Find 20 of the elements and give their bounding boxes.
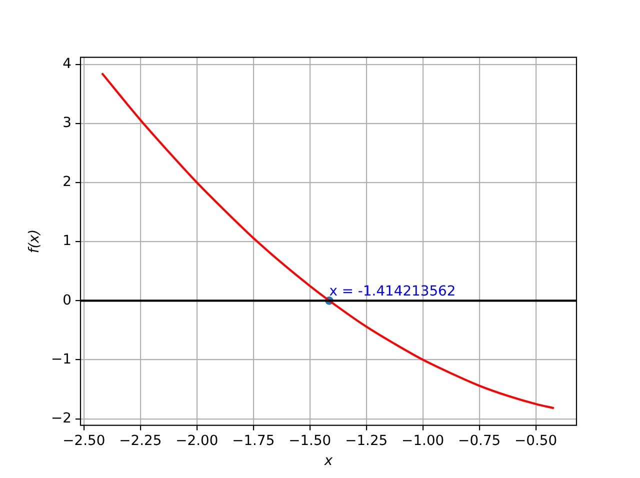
y-tick-label: 0 [62,292,72,308]
y-tick-label: −2 [51,410,72,426]
x-tick-label: −0.50 [514,433,558,450]
x-tick-label: −1.50 [288,433,332,450]
y-tick-label: 1 [62,233,72,250]
x-tick-label: −1.00 [402,433,444,450]
y-tick-label: 2 [62,174,72,190]
x-tick-label: −2.00 [176,433,218,450]
y-tick-label: −1 [51,351,72,368]
x-tick-label: −1.75 [232,433,275,450]
x-tick-label: −2.25 [119,433,162,450]
x-axis-title: x [323,452,334,469]
y-tick-label: 4 [62,56,72,72]
y-axis-title: f(x) [26,229,43,254]
x-tick-label: −2.50 [62,433,106,450]
line-series [100,72,555,410]
annotation: x = -1.414213562 [329,283,456,300]
x-tick-label: −1.25 [345,433,388,450]
x-tick-label: −0.75 [458,433,501,450]
y-tick-label: 3 [62,115,72,132]
